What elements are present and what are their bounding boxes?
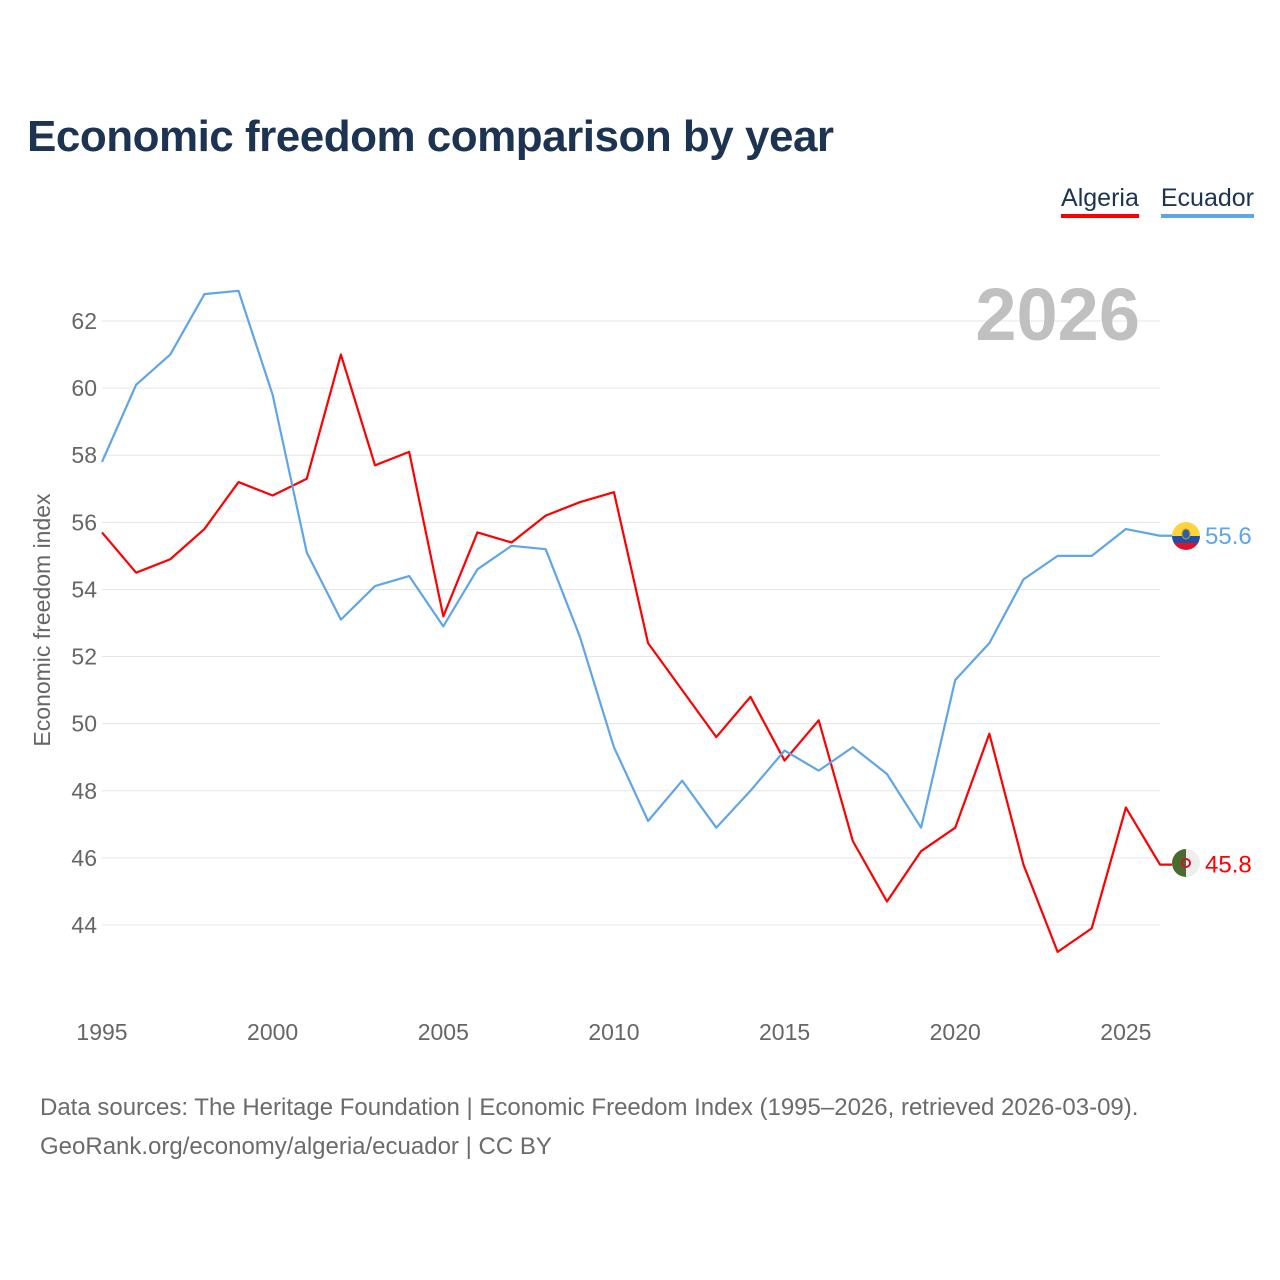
- y-tick-label: 50: [71, 711, 97, 737]
- y-tick-label: 54: [71, 576, 97, 602]
- x-tick-label: 2015: [759, 1019, 810, 1045]
- end-label-ecuador: 55.6: [1205, 523, 1252, 550]
- year-watermark: 2026: [975, 273, 1140, 356]
- y-tick-label: 44: [71, 912, 97, 938]
- legend-ecuador[interactable]: Ecuador: [1160, 184, 1254, 218]
- series-line-ecuador: [100, 289, 1172, 829]
- series-line-algeria: [101, 353, 1172, 953]
- y-tick-label: 62: [71, 308, 97, 334]
- y-tick-label: 52: [71, 644, 97, 670]
- x-tick-label: 2000: [247, 1019, 298, 1045]
- y-tick-label: 60: [71, 375, 97, 401]
- legend: Algeria Ecuador: [1061, 184, 1254, 218]
- source-line-1: Data sources: The Heritage Foundation | …: [40, 1094, 1139, 1121]
- x-tick-label: 2010: [588, 1019, 639, 1045]
- y-tick-label: 46: [71, 845, 97, 871]
- x-tick-label: 1995: [76, 1019, 127, 1045]
- y-tick-label: 48: [71, 778, 97, 804]
- y-tick-label: 58: [71, 442, 97, 468]
- chart-title: Economic freedom comparison by year: [27, 112, 834, 161]
- y-tick-label: 56: [71, 509, 97, 535]
- y-axis-label: Economic freedom index: [29, 493, 55, 747]
- source-note: Data sources: The Heritage Foundation | …: [40, 1088, 1138, 1166]
- x-tick-label: 2005: [418, 1019, 469, 1045]
- algeria-flag-icon: [1172, 849, 1200, 877]
- x-tick-label: 2020: [930, 1019, 981, 1045]
- source-line-2[interactable]: GeoRank.org/economy/algeria/ecuador | CC…: [40, 1133, 552, 1160]
- legend-algeria[interactable]: Algeria: [1061, 184, 1139, 218]
- x-tick-label: 2025: [1100, 1019, 1151, 1045]
- end-label-algeria: 45.8: [1205, 852, 1252, 879]
- ecuador-flag-icon: [1172, 522, 1200, 550]
